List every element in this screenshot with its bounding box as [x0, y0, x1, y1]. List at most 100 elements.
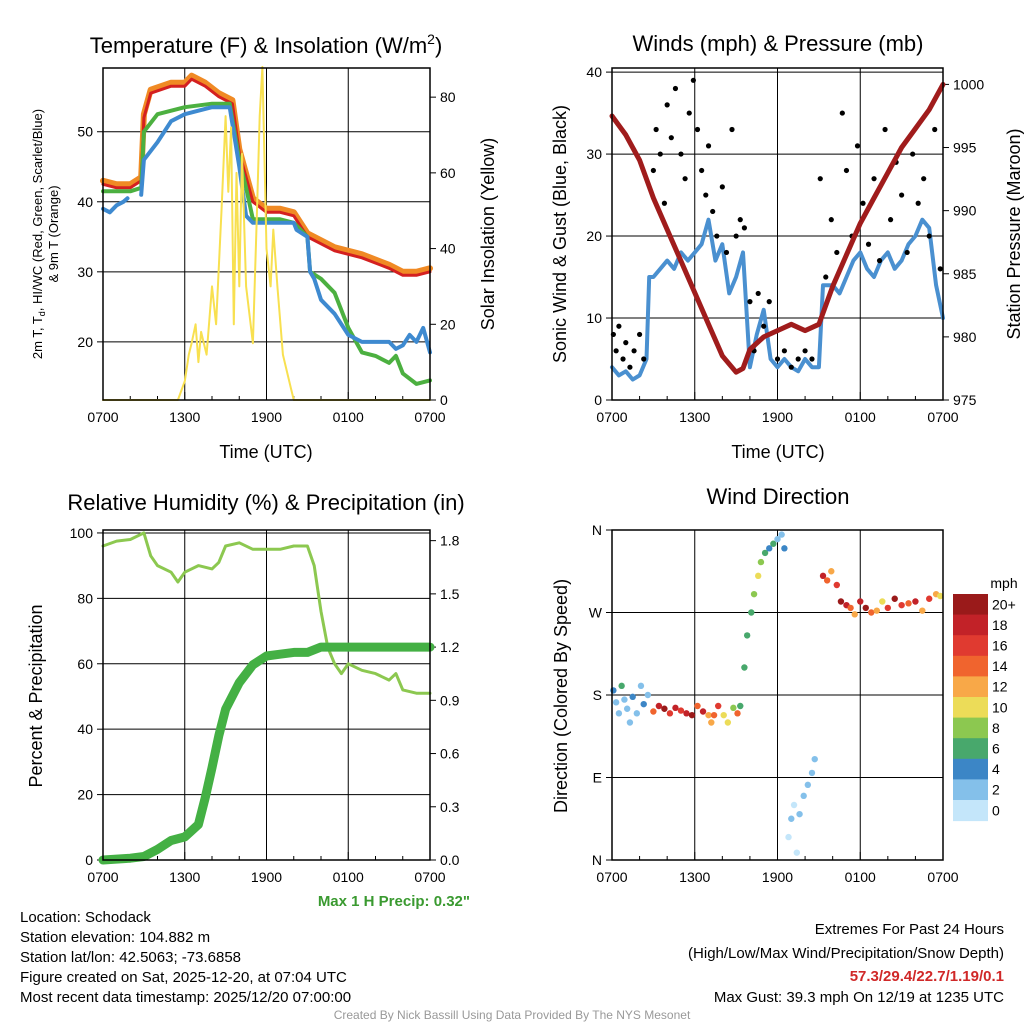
wind-direction-x-tick-label: 1900 — [762, 869, 793, 885]
elevation-text: Station elevation: 104.882 m — [20, 929, 210, 946]
wind-direction-point — [770, 540, 777, 547]
wind-direction-point — [847, 604, 854, 612]
gust-point — [661, 200, 668, 206]
legend-label: 6 — [992, 741, 1000, 757]
wind-direction-point — [833, 581, 841, 589]
precipitation-line — [98, 642, 435, 865]
wind-direction-point — [714, 702, 722, 710]
legend-swatch — [953, 697, 988, 719]
extremes-subtitle: (High/Low/Max Wind/Precipitation/Snow De… — [688, 945, 1004, 962]
wind-direction-point — [724, 719, 732, 726]
gust-point — [723, 249, 730, 256]
wind-direction-point — [734, 710, 741, 717]
wind-direction-y-label: Direction (Colored By Speed) — [551, 579, 571, 813]
temperature-y-tick-label: 50 — [77, 124, 93, 140]
extremes-values: 57.3/29.4/22.7/1.19/0.1 — [850, 968, 1004, 985]
wind-speed-line — [610, 217, 945, 382]
wind-direction-point — [898, 601, 905, 609]
gust-point — [809, 356, 815, 362]
wind-direction-y-tick-label: S — [593, 687, 602, 703]
gust-point — [733, 233, 739, 239]
temperature-plot-border — [102, 67, 431, 401]
gust-point — [616, 323, 622, 329]
extremes-info: Extremes For Past 24 Hours (High/Low/Max… — [688, 921, 1004, 1006]
humidity-y-right-tick-label: 1.8 — [440, 533, 460, 549]
wind-direction-point — [699, 708, 707, 715]
wind-direction-point — [796, 810, 803, 818]
recent-data-text: Most recent data timestamp: 2025/12/20 0… — [20, 989, 351, 1006]
temperature-x-tick-label: 1900 — [251, 409, 282, 425]
gust-point — [887, 217, 894, 223]
pressure-line — [609, 81, 946, 375]
winds-y-right-tick-label: 1000 — [953, 76, 984, 92]
humidity-x-tick-label: 1300 — [169, 869, 200, 885]
gust-point — [781, 348, 787, 354]
gust-point — [719, 184, 725, 190]
max-gust-text: Max Gust: 39.3 mph On 12/19 at 1235 UTC — [714, 989, 1004, 1006]
winds-x-tick-label: 0700 — [596, 409, 627, 425]
winds-x-tick-label: 1900 — [762, 409, 793, 425]
gust-point — [631, 348, 637, 354]
humidity-x-tick-label: 0700 — [414, 869, 445, 885]
temperature-chart-title: Temperature (F) & Insolation (W/m2) — [90, 31, 443, 58]
temperature-y-right-tick-label: 80 — [440, 89, 456, 105]
gust-point — [876, 258, 883, 264]
gust-point — [910, 151, 916, 157]
wind-direction-point — [919, 607, 926, 614]
humidity-x-tick-label: 0100 — [333, 869, 364, 885]
wind-direction-point — [778, 531, 785, 538]
winds-x-tick-label: 1300 — [679, 409, 710, 425]
temperature-x-tick-label: 0700 — [87, 409, 118, 425]
wind-direction-point — [694, 702, 701, 710]
winds-y-right-tick-label: 990 — [953, 203, 977, 219]
wind-direction-point — [710, 711, 718, 719]
wind-direction-point — [781, 545, 788, 552]
wind-direction-point — [774, 535, 781, 543]
wind-direction-point — [761, 549, 769, 557]
legend-swatch — [953, 717, 988, 739]
gust-point — [690, 77, 696, 83]
winds-y-right-tick-label: 980 — [953, 329, 977, 345]
winds-y-tick-label: 10 — [586, 310, 602, 326]
winds-plot-border — [611, 67, 944, 401]
gust-point — [627, 364, 633, 370]
solar-y-label: Solar Insolation (Yellow) — [478, 138, 498, 330]
humidity-y-right-tick-label: 0.6 — [440, 746, 460, 762]
legend-swatch — [953, 738, 988, 760]
gust-point — [817, 176, 823, 182]
wind-direction-point — [626, 719, 634, 726]
wind-direction-point — [720, 711, 727, 719]
gust-point — [761, 323, 767, 329]
gust-point — [882, 126, 888, 133]
winds-y-tick-label: 30 — [586, 146, 602, 162]
wind-direction-point — [640, 700, 647, 708]
wind-direction-x-tick-label: 0100 — [845, 869, 876, 885]
gust-point — [839, 110, 845, 116]
gust-point — [904, 249, 910, 256]
temperature-x-label: Time (UTC) — [219, 442, 312, 462]
humidity-y-right-tick-label: 0.3 — [440, 799, 460, 815]
pressure-y-label: Station Pressure (Maroon) — [1004, 128, 1024, 339]
legend-swatch — [953, 635, 988, 657]
gust-point — [682, 176, 688, 182]
wind-direction-panel: Wind Direction Direction (Colored By Spe… — [551, 484, 1018, 885]
humidity-y-right-tick-label: 0.9 — [440, 692, 460, 708]
gust-point — [871, 176, 877, 182]
gust-point — [755, 290, 761, 297]
gust-point — [795, 356, 801, 362]
gust-point — [686, 110, 692, 116]
humidity-y-tick-label: 40 — [77, 721, 93, 737]
gust-point — [766, 299, 772, 305]
gust-point — [834, 249, 840, 256]
wind-direction-point — [655, 702, 663, 710]
temperature-y-tick-label: 20 — [77, 334, 93, 350]
wind-direction-y-tick-label: N — [592, 522, 602, 538]
legend-swatch — [953, 800, 988, 822]
wind-direction-point — [730, 704, 737, 712]
winds-y-tick-label: 0 — [594, 392, 602, 408]
wind-direction-point — [661, 705, 668, 712]
wind-direction-point — [912, 598, 919, 605]
legend-label: 20+ — [992, 596, 1016, 612]
legend-label: 2 — [992, 782, 1000, 798]
winds-x-tick-label: 0100 — [845, 409, 876, 425]
